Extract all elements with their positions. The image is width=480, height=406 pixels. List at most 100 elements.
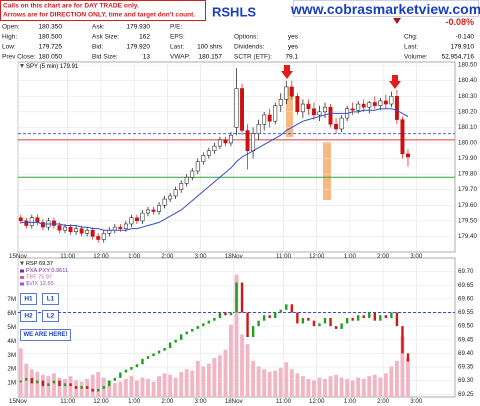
price-bar bbox=[130, 367, 133, 370]
volume-bar bbox=[394, 360, 399, 397]
x-tick-label: 3:00 bbox=[410, 398, 423, 405]
price-bar bbox=[47, 383, 50, 387]
candle-body bbox=[400, 119, 405, 155]
quote-value: 179.910 bbox=[451, 44, 475, 51]
candle-body bbox=[162, 198, 167, 206]
price-bar bbox=[141, 358, 144, 365]
candle-body bbox=[134, 217, 139, 222]
y-tick-label: 69.65 bbox=[458, 282, 474, 289]
candle-body bbox=[356, 103, 361, 111]
volume-bar bbox=[339, 377, 344, 397]
x-tick-label: 12:00 bbox=[309, 398, 325, 405]
price-bar bbox=[229, 312, 233, 316]
quote-label: Open: bbox=[2, 24, 20, 31]
quote-label: Low: bbox=[2, 44, 16, 51]
candle-body bbox=[85, 229, 90, 234]
price-bar bbox=[196, 326, 199, 329]
quote-label: Chg: bbox=[404, 34, 418, 41]
y-tick-label: 69.40 bbox=[458, 350, 474, 357]
y-tick-label: 69.55 bbox=[458, 309, 474, 316]
legend-entry: SPY (5 min) 179.91 bbox=[26, 64, 79, 70]
candle-body bbox=[367, 102, 372, 108]
y-tick-label: 69.70 bbox=[458, 268, 474, 275]
volume-bar bbox=[223, 349, 228, 397]
volume-bar bbox=[157, 376, 161, 397]
quote-value: -0.140 bbox=[456, 34, 475, 41]
legend-swatch bbox=[20, 269, 24, 273]
candle-body bbox=[24, 220, 29, 226]
website: www.cobrasmarketview.com bbox=[290, 1, 480, 17]
price-bar bbox=[108, 380, 111, 387]
price-bar bbox=[41, 380, 45, 387]
volume-bar bbox=[251, 360, 256, 397]
quote-value: 52,954,716 bbox=[441, 54, 474, 61]
price-bar bbox=[152, 353, 155, 357]
price-bar bbox=[262, 315, 266, 321]
note: L1 bbox=[47, 296, 55, 303]
volume-bar bbox=[289, 369, 294, 397]
x-tick-label: 15Nov bbox=[9, 253, 28, 260]
quote-label: Dividends: bbox=[234, 44, 265, 51]
note-box bbox=[20, 329, 71, 341]
volume-bar bbox=[179, 371, 184, 397]
legend-entry: $VIX 12.65 bbox=[26, 281, 54, 287]
price-bar bbox=[25, 377, 28, 381]
legend-entry: PXA:PXY 0.9611 bbox=[26, 268, 68, 274]
price-bar bbox=[207, 320, 211, 324]
volume-bar bbox=[400, 335, 405, 397]
volume-bar bbox=[162, 373, 167, 397]
y-tick-label: 180.40 bbox=[458, 77, 477, 84]
candle-body bbox=[406, 153, 410, 158]
y-tick-label: 180.00 bbox=[458, 139, 477, 146]
x-tick-label: 15Nov bbox=[9, 398, 28, 405]
quote-value: 100 shrs bbox=[197, 44, 223, 51]
price-bar bbox=[279, 309, 282, 313]
price-bar bbox=[36, 380, 39, 384]
volume-bar bbox=[112, 383, 117, 397]
candle-body bbox=[212, 145, 217, 152]
price-bar bbox=[251, 326, 255, 338]
volume-bar bbox=[345, 378, 350, 397]
price-bar bbox=[395, 312, 399, 327]
x-tick-label: 1:00 bbox=[344, 253, 357, 260]
volume-bar bbox=[206, 363, 211, 397]
volume-bar bbox=[273, 370, 278, 397]
quote-value: 180.500 bbox=[39, 34, 63, 41]
volume-tick-label: 3M bbox=[7, 352, 16, 359]
candle-body bbox=[206, 150, 211, 156]
y-tick-label: 179.80 bbox=[458, 171, 477, 178]
price-bar bbox=[356, 315, 360, 321]
candle-body bbox=[217, 139, 222, 147]
x-tick-label: 3:00 bbox=[195, 253, 208, 260]
price-bar bbox=[240, 282, 244, 313]
volume-tick-label: 6M bbox=[7, 310, 16, 317]
quote-label: Prev Close: bbox=[2, 54, 36, 61]
volume-tick-label: 4M bbox=[7, 338, 16, 345]
volume-bar bbox=[217, 355, 222, 397]
volume-tick-label: 1M bbox=[7, 380, 16, 387]
quote-label: Volume: bbox=[404, 54, 428, 61]
note: WE ARE HERE! bbox=[23, 332, 67, 338]
disclaimer-line: Calls on this chart are for DAY TRADE on… bbox=[3, 3, 139, 10]
quote-label: Ask Size: bbox=[92, 34, 119, 41]
note: H1 bbox=[24, 296, 33, 303]
note-box bbox=[42, 293, 59, 305]
x-tick-label: 1:00 bbox=[128, 253, 141, 260]
volume-bar bbox=[334, 374, 339, 397]
x-tick-label: 12:00 bbox=[93, 398, 109, 405]
x-tick-label: 11:00 bbox=[276, 253, 292, 260]
x-tick-label: 1:00 bbox=[344, 398, 357, 405]
x-tick-label: 11:00 bbox=[60, 398, 76, 405]
price-bar bbox=[390, 312, 393, 318]
y-tick-label: 69.60 bbox=[458, 295, 474, 302]
candle-body bbox=[306, 103, 311, 109]
volume-bar bbox=[118, 381, 123, 397]
quote-label: SCTR (ETF): bbox=[234, 54, 272, 61]
volume-bar bbox=[229, 324, 233, 397]
volume-bar bbox=[184, 369, 189, 397]
candle-body bbox=[118, 226, 123, 229]
x-tick-label: 2:00 bbox=[161, 398, 174, 405]
volume-bar bbox=[90, 374, 95, 397]
price-bar bbox=[119, 372, 122, 378]
